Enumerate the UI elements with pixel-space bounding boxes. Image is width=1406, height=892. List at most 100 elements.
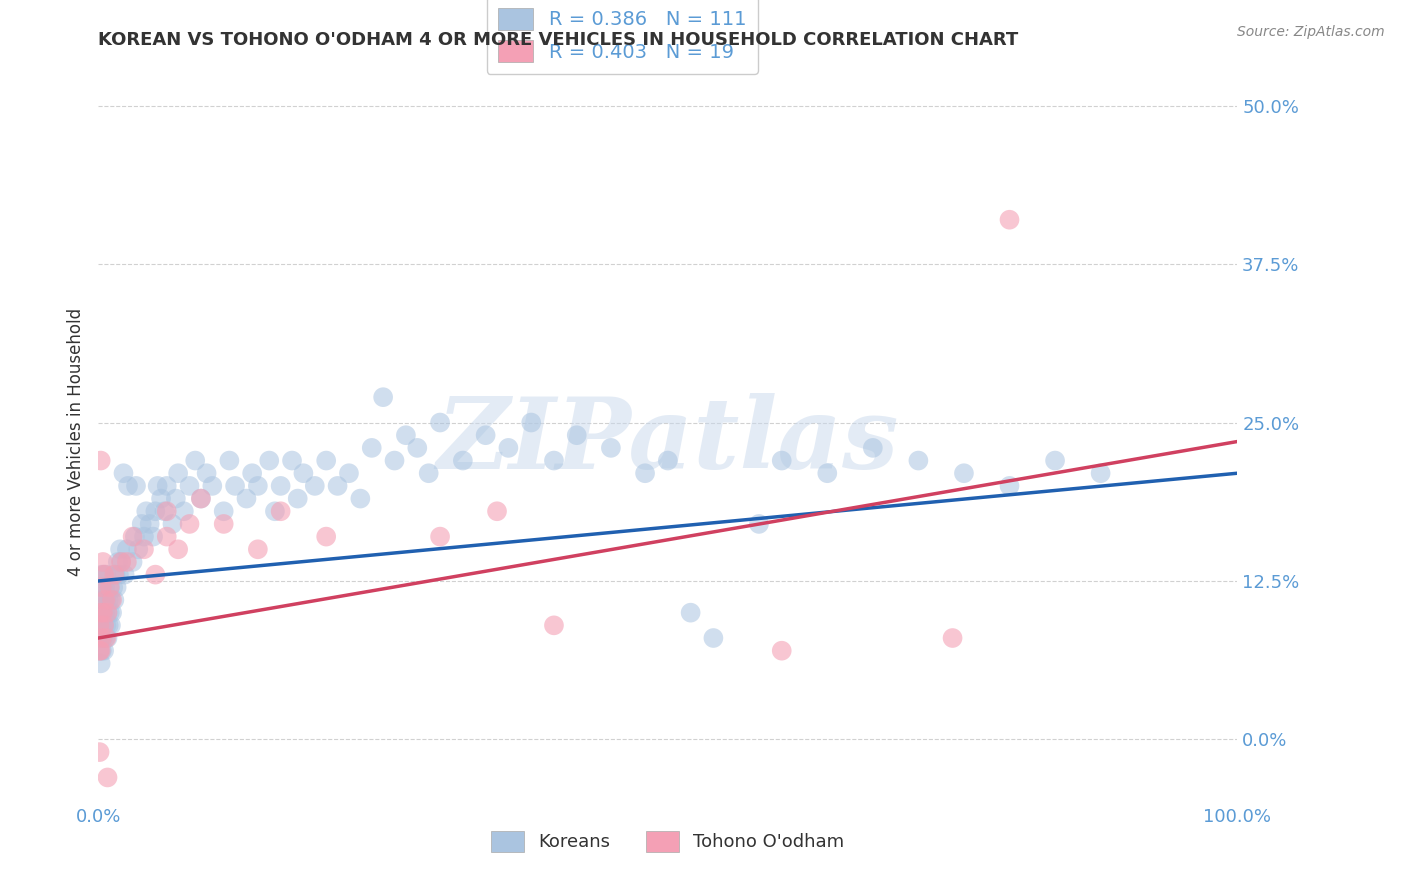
Point — [281, 453, 304, 467]
Point — [451, 453, 474, 467]
Point — [94, 580, 117, 594]
Point — [89, 745, 111, 759]
Point — [153, 504, 176, 518]
Point — [90, 580, 112, 594]
Point — [96, 606, 118, 620]
Point — [201, 479, 224, 493]
Point — [108, 567, 131, 582]
Point — [112, 467, 135, 481]
Point — [212, 516, 235, 531]
Point — [235, 491, 257, 506]
Point — [173, 504, 195, 518]
Point — [101, 593, 124, 607]
Point — [94, 631, 117, 645]
Point — [520, 416, 543, 430]
Point — [96, 618, 118, 632]
Point — [406, 441, 429, 455]
Point — [90, 453, 112, 467]
Point — [125, 479, 148, 493]
Point — [115, 555, 138, 569]
Point — [246, 479, 269, 493]
Point — [90, 631, 112, 645]
Point — [90, 606, 112, 620]
Point — [91, 555, 114, 569]
Point — [184, 453, 207, 467]
Point — [212, 504, 235, 518]
Point — [91, 606, 114, 620]
Point — [96, 771, 118, 785]
Point — [240, 467, 263, 481]
Point — [395, 428, 418, 442]
Point — [96, 567, 118, 582]
Point — [942, 631, 965, 645]
Point — [953, 467, 976, 481]
Point — [93, 567, 115, 582]
Point — [114, 567, 136, 582]
Point — [246, 542, 269, 557]
Point — [90, 643, 112, 657]
Point — [862, 441, 884, 455]
Point — [121, 555, 143, 569]
Point — [101, 606, 124, 620]
Point — [634, 467, 657, 481]
Point — [93, 618, 115, 632]
Point — [165, 491, 187, 506]
Point — [371, 390, 394, 404]
Point — [657, 453, 679, 467]
Point — [93, 567, 115, 582]
Text: KOREAN VS TOHONO O'ODHAM 4 OR MORE VEHICLES IN HOUSEHOLD CORRELATION CHART: KOREAN VS TOHONO O'ODHAM 4 OR MORE VEHIC… — [98, 31, 1019, 49]
Point — [93, 643, 115, 657]
Point — [264, 504, 287, 518]
Point — [135, 504, 157, 518]
Point — [167, 467, 190, 481]
Point — [486, 504, 509, 518]
Point — [94, 606, 117, 620]
Point — [259, 453, 281, 467]
Point — [105, 580, 128, 594]
Point — [115, 542, 138, 557]
Point — [156, 530, 179, 544]
Point — [90, 606, 112, 620]
Point — [90, 580, 112, 594]
Point — [429, 530, 451, 544]
Point — [474, 428, 496, 442]
Point — [121, 530, 143, 544]
Point — [156, 504, 179, 518]
Point — [287, 491, 309, 506]
Point — [96, 606, 118, 620]
Legend: Koreans, Tohono O'odham: Koreans, Tohono O'odham — [484, 823, 852, 859]
Point — [108, 542, 131, 557]
Point — [131, 516, 153, 531]
Point — [815, 467, 838, 481]
Y-axis label: 4 or more Vehicles in Household: 4 or more Vehicles in Household — [66, 308, 84, 575]
Point — [103, 580, 125, 594]
Point — [190, 491, 212, 506]
Point — [91, 606, 114, 620]
Point — [315, 453, 337, 467]
Point — [998, 212, 1021, 227]
Point — [89, 643, 111, 657]
Point — [179, 479, 201, 493]
Point — [100, 593, 122, 607]
Point — [89, 618, 111, 632]
Point — [748, 516, 770, 531]
Point — [315, 530, 337, 544]
Point — [132, 530, 155, 544]
Point — [127, 542, 149, 557]
Point — [93, 593, 115, 607]
Point — [360, 441, 382, 455]
Point — [103, 593, 125, 607]
Point — [96, 631, 118, 645]
Point — [104, 567, 127, 582]
Point — [543, 618, 565, 632]
Point — [770, 643, 793, 657]
Point — [543, 453, 565, 467]
Point — [156, 479, 179, 493]
Text: Source: ZipAtlas.com: Source: ZipAtlas.com — [1237, 25, 1385, 39]
Point — [907, 453, 929, 467]
Point — [384, 453, 406, 467]
Point — [292, 467, 315, 481]
Point — [110, 555, 132, 569]
Point — [1090, 467, 1112, 481]
Point — [98, 580, 121, 594]
